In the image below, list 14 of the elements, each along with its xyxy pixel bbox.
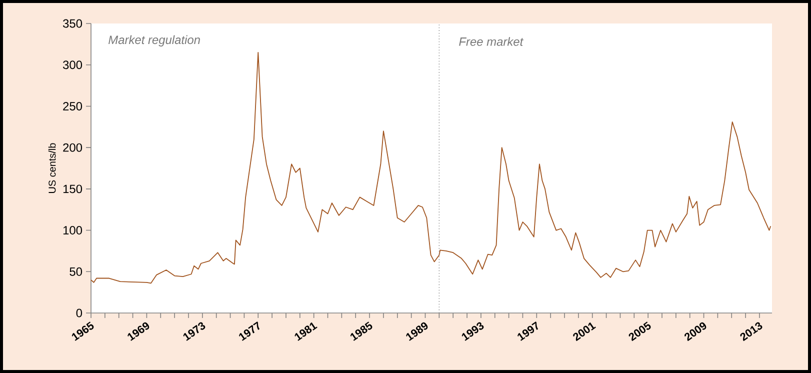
y-tick-label: 100 xyxy=(63,226,82,235)
x-tick-label: 2001 xyxy=(573,322,596,342)
annotation: Market regulation xyxy=(108,35,200,46)
y-axis-title: US cents/lb xyxy=(48,143,56,193)
annotation: Free market xyxy=(459,37,524,46)
y-tick-label: 250 xyxy=(63,102,82,110)
x-tick-label: 1981 xyxy=(294,322,318,341)
y-tick-label: 150 xyxy=(63,184,82,194)
y-tick-label: 0 xyxy=(76,308,82,318)
y-tick-label: 200 xyxy=(63,143,82,152)
line-series xyxy=(90,52,772,284)
y-tick-label: 350 xyxy=(62,19,82,28)
y-tick-label: 300 xyxy=(62,60,82,70)
y-tick-label: 50 xyxy=(70,267,82,276)
